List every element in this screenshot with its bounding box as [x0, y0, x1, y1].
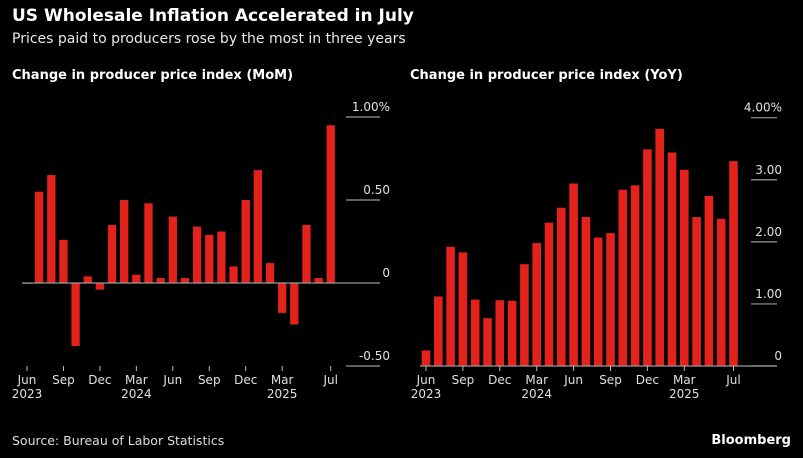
bar-jan-2025: [253, 170, 262, 283]
bar-jun-2025: [314, 278, 323, 283]
bar-may-2024: [156, 278, 165, 283]
figure-subtitle: Prices paid to producers rose by the mos…: [12, 31, 406, 47]
bar-jun-2025: [716, 218, 726, 366]
bar-jul-2025: [729, 161, 738, 366]
x-tick-label: Jun: [162, 373, 182, 387]
figure-title: US Wholesale Inflation Accelerated in Ju…: [12, 6, 414, 26]
bar-aug-2024: [192, 226, 202, 283]
bar-dec-2023: [95, 283, 105, 290]
x-tick-label: Mar: [125, 373, 148, 387]
bar-may-2025: [704, 195, 714, 366]
x-tick-year: 2023: [12, 387, 43, 401]
bar-jan-2024: [107, 224, 117, 283]
x-tick-label: Mar: [271, 373, 294, 387]
bar-apr-2024: [544, 222, 554, 366]
bar-oct-2024: [217, 231, 226, 283]
bar-jul-2025: [326, 125, 335, 283]
x-tick-year: 2024: [121, 387, 152, 401]
bar-jul-2023: [434, 296, 443, 366]
bar-may-2024: [557, 207, 566, 366]
bar-mar-2024: [532, 243, 541, 366]
bar-sep-2023: [458, 252, 468, 366]
bar-oct-2023: [470, 299, 480, 366]
y-tick-label: 3.00: [755, 163, 782, 177]
bar-jun-2023: [421, 350, 431, 366]
bar-aug-2023: [446, 246, 455, 366]
x-tick-label: Sep: [599, 373, 622, 387]
bar-nov-2023: [83, 276, 92, 283]
y-tick-label: 2.00: [755, 225, 782, 239]
bar-mar-2025: [680, 169, 689, 366]
x-tick-label: Dec: [488, 373, 511, 387]
x-tick-year: 2024: [521, 387, 552, 401]
bar-dec-2024: [643, 149, 652, 366]
yoy-chart-title: Change in producer price index (YoY): [410, 68, 683, 83]
x-tick-label: Sep: [198, 373, 221, 387]
x-tick-label: Mar: [673, 373, 696, 387]
bar-mar-2024: [132, 274, 141, 283]
x-tick-label: Jun: [416, 373, 436, 387]
bar-jun-2024: [168, 216, 177, 283]
bar-jul-2024: [581, 217, 591, 366]
x-tick-label: Jul: [725, 373, 740, 387]
bar-apr-2025: [290, 283, 299, 325]
bar-oct-2024: [618, 189, 628, 366]
bar-jul-2023: [35, 191, 44, 283]
x-tick-label: Jun: [17, 373, 37, 387]
x-tick-label: Dec: [88, 373, 111, 387]
y-tick-label: 1.00: [755, 287, 782, 301]
bar-sep-2024: [205, 234, 214, 283]
x-tick-label: Mar: [525, 373, 548, 387]
bar-nov-2023: [483, 318, 492, 366]
x-tick-year: 2025: [669, 387, 700, 401]
bar-feb-2024: [120, 200, 129, 283]
y-tick-label: 1.00%: [352, 100, 390, 114]
bar-oct-2023: [71, 283, 80, 347]
bar-dec-2023: [495, 300, 505, 366]
bar-apr-2025: [692, 217, 701, 366]
bar-mar-2025: [278, 283, 287, 313]
y-tick-label: 0: [382, 266, 390, 280]
y-tick-label: 0: [774, 349, 782, 363]
bar-dec-2024: [241, 200, 250, 283]
bar-aug-2023: [47, 175, 56, 283]
bar-may-2025: [302, 224, 311, 283]
bar-jan-2025: [655, 128, 664, 366]
bar-jan-2024: [507, 300, 517, 366]
bar-feb-2025: [265, 263, 275, 283]
bar-nov-2024: [630, 185, 640, 366]
x-tick-label: Dec: [636, 373, 659, 387]
bar-jul-2024: [180, 278, 190, 283]
bar-feb-2024: [520, 264, 529, 366]
x-tick-label: Jul: [323, 373, 338, 387]
bar-feb-2025: [667, 152, 677, 366]
bar-sep-2024: [606, 233, 615, 366]
x-tick-label: Jun: [563, 373, 583, 387]
bar-aug-2024: [593, 237, 603, 366]
x-tick-year: 2023: [411, 387, 442, 401]
bar-jun-2024: [569, 183, 578, 366]
bar-apr-2024: [144, 203, 153, 283]
x-tick-label: Dec: [234, 373, 257, 387]
y-tick-label: 4.00%: [744, 101, 782, 115]
mom-chart-title: Change in producer price index (MoM): [12, 68, 294, 83]
bloomberg-logo: Bloomberg: [711, 433, 791, 448]
x-tick-label: Sep: [52, 373, 75, 387]
x-tick-year: 2025: [267, 387, 298, 401]
bar-sep-2023: [59, 239, 68, 283]
bar-nov-2024: [229, 266, 238, 283]
y-tick-label: -0.50: [359, 349, 390, 363]
source-note: Source: Bureau of Labor Statistics: [12, 433, 225, 448]
y-tick-label: 0.50: [363, 183, 390, 197]
x-tick-label: Sep: [452, 373, 475, 387]
